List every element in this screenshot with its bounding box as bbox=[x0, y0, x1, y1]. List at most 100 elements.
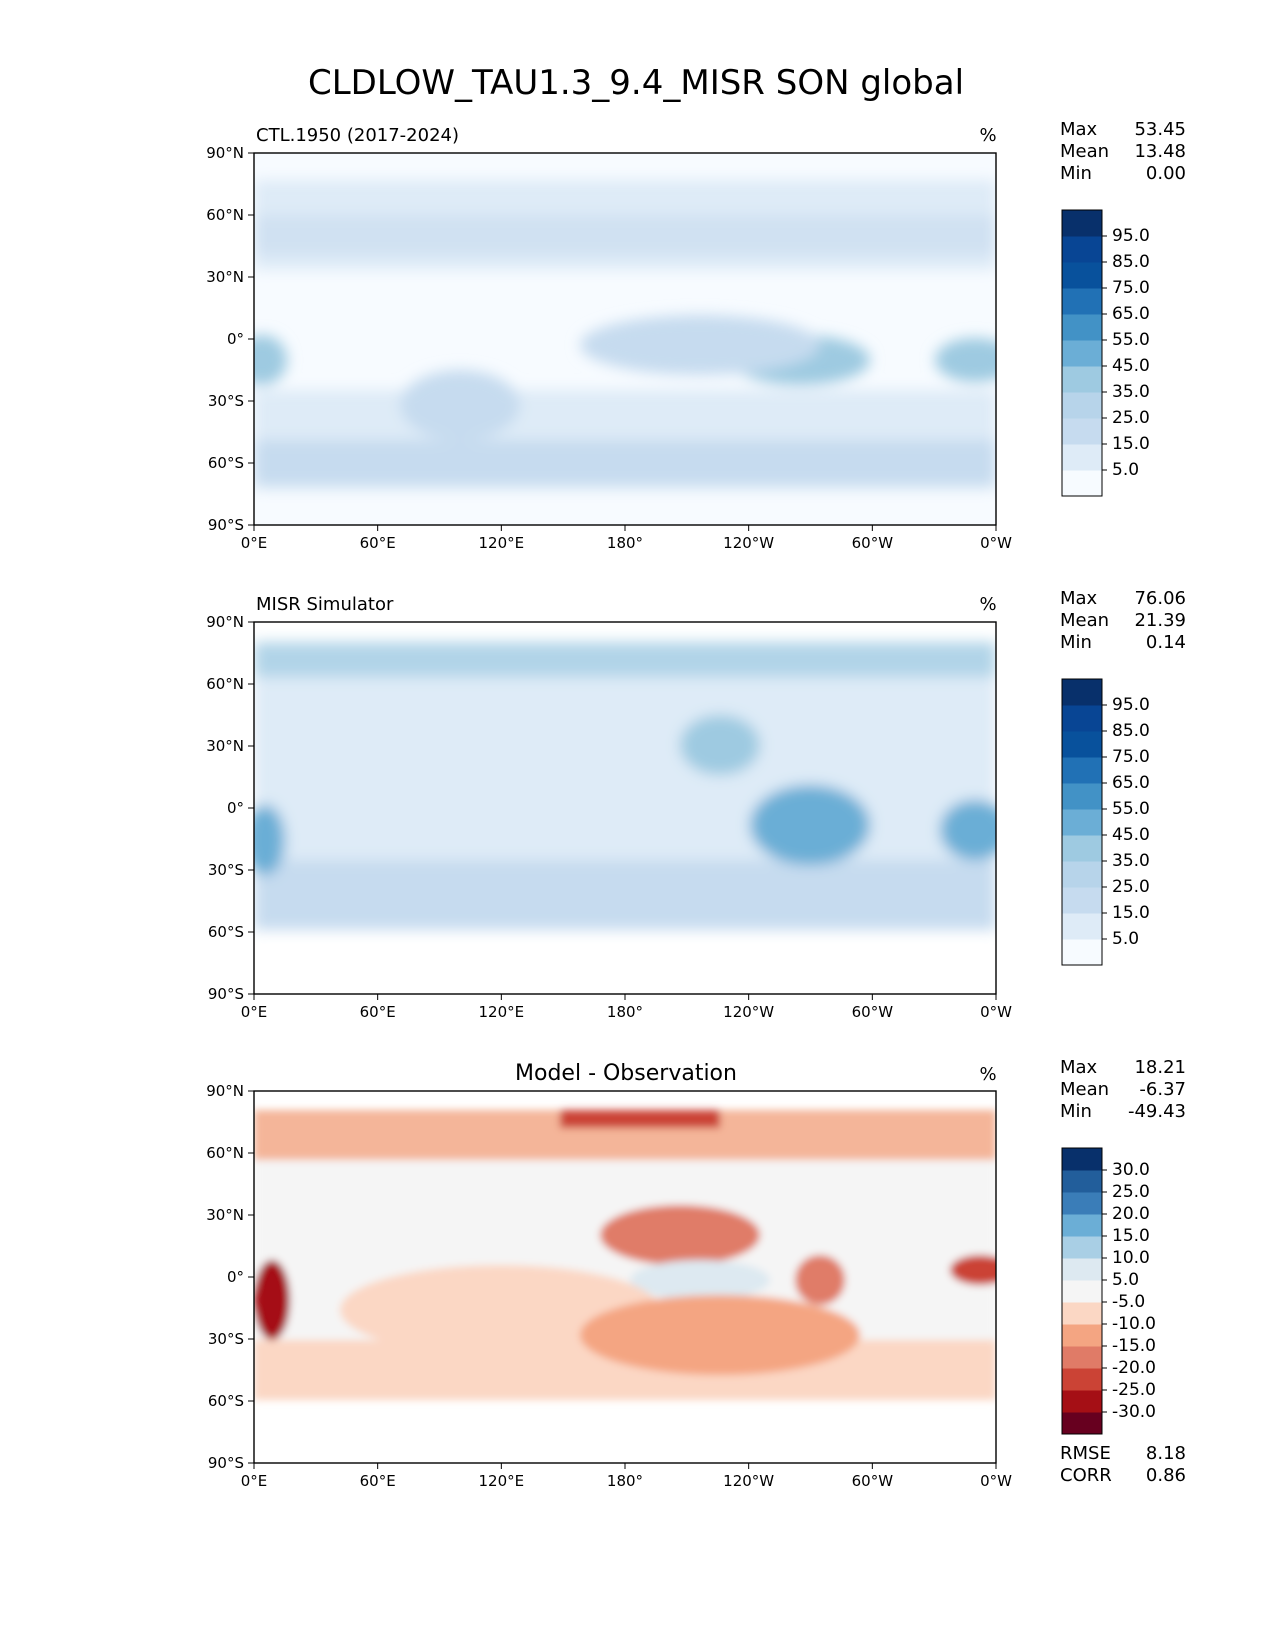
colorbar-label: 25.0 bbox=[1112, 408, 1150, 428]
panel-units-control: % bbox=[979, 125, 996, 146]
y-tick-label: 60°N bbox=[206, 206, 244, 224]
colorbar-label: 5.0 bbox=[1112, 1270, 1139, 1290]
colorbar-label: 20.0 bbox=[1112, 1204, 1150, 1224]
stat-value-max: 76.06 bbox=[1134, 588, 1186, 609]
y-tick-label: 60°S bbox=[208, 923, 244, 941]
x-tick-label: 60°E bbox=[360, 1003, 396, 1021]
colorbar-label: 35.0 bbox=[1112, 382, 1150, 402]
colorbar-swatch bbox=[1062, 705, 1102, 732]
stat-label-max: Max bbox=[1060, 588, 1098, 609]
dynamic-layer: 0°E 60°E 120°E 180° 120°W 60°W 0°W 90°N 60°N 30°N… bbox=[206, 144, 1156, 1490]
colorbar-swatch bbox=[1062, 1258, 1102, 1281]
stat-value-max: 53.45 bbox=[1134, 119, 1186, 140]
colorbar-label: 5.0 bbox=[1112, 929, 1139, 949]
colorbar-swatch bbox=[1062, 809, 1102, 836]
axes-1: 0°E 60°E 120°E 180° 120°W 60°W 0°W 90°N 60°N 30°N… bbox=[206, 613, 1012, 1021]
x-tick-label: 0°E bbox=[241, 1472, 268, 1490]
stats-control: Max 53.45 Mean 13.48 Min 0.00 bbox=[1060, 119, 1186, 184]
colorbar-label: 5.0 bbox=[1112, 460, 1139, 480]
stat-value-corr: 0.86 bbox=[1146, 1465, 1186, 1486]
x-tick-label: 60°W bbox=[852, 1003, 894, 1021]
colorbar-label: 75.0 bbox=[1112, 278, 1150, 298]
y-tick-label: 90°N bbox=[206, 1082, 244, 1100]
stat-value-min: 0.00 bbox=[1146, 163, 1186, 184]
colorbar-0: 95.0 85.0 75.0 65.0 55.0 45.0 35.0 25.0 15.0 5.0 bbox=[1061, 209, 1150, 497]
colorbar-label: 25.0 bbox=[1112, 1182, 1150, 1202]
stat-label-mean: Mean bbox=[1060, 1079, 1109, 1100]
x-tick-label: 120°E bbox=[479, 1003, 525, 1021]
colorbar-swatch bbox=[1062, 470, 1102, 497]
y-tick-label: 30°N bbox=[206, 737, 244, 755]
x-tick-label: 0°W bbox=[980, 1472, 1012, 1490]
colorbar-frame bbox=[1061, 209, 1103, 497]
colorbar-label: 15.0 bbox=[1112, 903, 1150, 923]
stat-value-min: -49.43 bbox=[1128, 1101, 1186, 1122]
colorbar-swatch bbox=[1062, 418, 1102, 445]
colorbar-swatch bbox=[1062, 1412, 1102, 1435]
colorbar-label: 95.0 bbox=[1112, 226, 1150, 246]
colorbar-swatch bbox=[1062, 783, 1102, 810]
colorbar-label: 85.0 bbox=[1112, 721, 1150, 741]
stat-label-min: Min bbox=[1060, 1101, 1092, 1122]
stat-label-rmse: RMSE bbox=[1060, 1443, 1111, 1464]
x-tick-label: 60°E bbox=[360, 1472, 396, 1490]
y-tick-label: 60°S bbox=[208, 454, 244, 472]
colorbar-swatch bbox=[1062, 861, 1102, 888]
colorbar-1: 95.0 85.0 75.0 65.0 55.0 45.0 35.0 25.0 15.0 5.0 bbox=[1061, 678, 1150, 966]
y-tick-label: 90°S bbox=[208, 1454, 244, 1472]
colorbar-swatch bbox=[1062, 210, 1102, 237]
x-tick-label: 120°W bbox=[723, 1472, 774, 1490]
colorbar-label: -10.0 bbox=[1112, 1314, 1156, 1334]
colorbar-label: 85.0 bbox=[1112, 252, 1150, 272]
x-tick-label: 180° bbox=[607, 534, 643, 552]
y-tick-label: 60°S bbox=[208, 1392, 244, 1410]
y-tick-label: 30°N bbox=[206, 268, 244, 286]
stats-observation: Max 76.06 Mean 21.39 Min 0.14 bbox=[1060, 588, 1186, 653]
stat-value-rmse: 8.18 bbox=[1146, 1443, 1186, 1464]
colorbar-swatch bbox=[1062, 1192, 1102, 1215]
colorbar-swatch bbox=[1062, 1236, 1102, 1259]
colorbar-swatch bbox=[1062, 1302, 1102, 1325]
x-tick-label: 0°E bbox=[241, 534, 268, 552]
x-tick-label: 120°W bbox=[723, 534, 774, 552]
stat-label-corr: CORR bbox=[1060, 1465, 1112, 1486]
colorbar-label: 55.0 bbox=[1112, 799, 1150, 819]
colorbar-swatch bbox=[1062, 236, 1102, 263]
colorbar-label: -25.0 bbox=[1112, 1380, 1156, 1400]
y-tick-label: 30°N bbox=[206, 1206, 244, 1224]
colorbar-label: 25.0 bbox=[1112, 877, 1150, 897]
y-tick-label: 0° bbox=[227, 1268, 244, 1286]
colorbar-swatch bbox=[1062, 939, 1102, 966]
colorbar-swatch bbox=[1062, 1346, 1102, 1369]
y-tick-label: 90°N bbox=[206, 144, 244, 162]
colorbar-label: 30.0 bbox=[1112, 1160, 1150, 1180]
x-tick-label: 0°W bbox=[980, 1003, 1012, 1021]
y-tick-label: 60°N bbox=[206, 1144, 244, 1162]
colorbar-swatch bbox=[1062, 1368, 1102, 1391]
colorbar-2: 30.025.020.015.010.05.0-5.0-10.0-15.0-20… bbox=[1061, 1147, 1156, 1435]
colorbar-swatch bbox=[1062, 887, 1102, 914]
colorbar-swatch bbox=[1062, 340, 1102, 367]
stat-value-mean: -6.37 bbox=[1139, 1079, 1186, 1100]
x-tick-label: 120°W bbox=[723, 1003, 774, 1021]
colorbar-frame bbox=[1061, 678, 1103, 966]
colorbar-label: 45.0 bbox=[1112, 356, 1150, 376]
y-tick-label: 0° bbox=[227, 799, 244, 817]
colorbar-label: 55.0 bbox=[1112, 330, 1150, 350]
colorbar-label: 65.0 bbox=[1112, 773, 1150, 793]
colorbar-swatch bbox=[1062, 1324, 1102, 1347]
y-tick-label: 90°N bbox=[206, 613, 244, 631]
colorbar-swatch bbox=[1062, 731, 1102, 758]
x-tick-label: 60°E bbox=[360, 534, 396, 552]
colorbar-label: 15.0 bbox=[1112, 1226, 1150, 1246]
panel-title-control: CTL.1950 (2017-2024) bbox=[256, 125, 459, 146]
map-field-difference bbox=[254, 1091, 996, 1463]
colorbar-label: -5.0 bbox=[1112, 1292, 1145, 1312]
x-tick-label: 60°W bbox=[852, 1472, 894, 1490]
panel-control: CTL.1950 (2017-2024) % bbox=[253, 125, 997, 526]
x-tick-label: 60°W bbox=[852, 534, 894, 552]
stat-label-mean: Mean bbox=[1060, 610, 1109, 631]
colorbar-label: 45.0 bbox=[1112, 825, 1150, 845]
x-tick-label: 120°E bbox=[479, 1472, 525, 1490]
